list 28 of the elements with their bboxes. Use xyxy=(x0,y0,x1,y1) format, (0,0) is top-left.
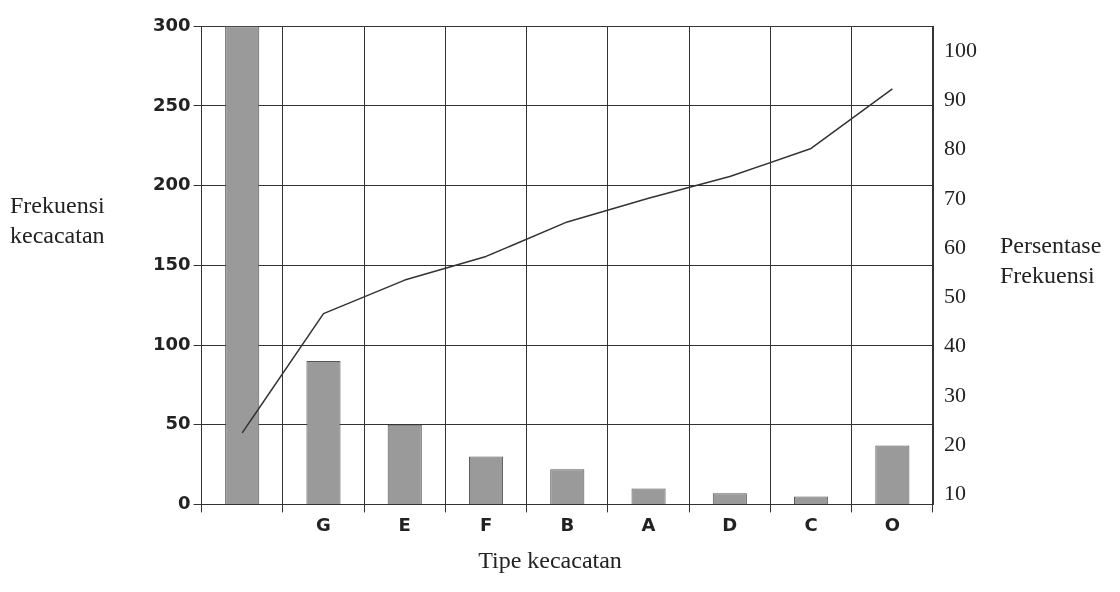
x-tick-label: A xyxy=(641,513,656,535)
y-tick-label: 300 xyxy=(153,13,191,35)
y-tick-label: 100 xyxy=(153,332,191,354)
y2-axis-title: Persentase Frekuensi xyxy=(1000,231,1103,290)
y2-tick-label: 100 xyxy=(944,36,977,62)
y-tick-label: 150 xyxy=(153,252,191,274)
y-tick-label: 200 xyxy=(153,173,191,195)
y2-tick-label: 80 xyxy=(944,135,966,161)
x-tick-label: B xyxy=(560,513,575,535)
y2-tick-label: 70 xyxy=(944,184,966,210)
x-tick-label: C xyxy=(804,513,818,535)
x-tick-label: F xyxy=(479,513,493,535)
y2-tick-label: 20 xyxy=(944,431,966,457)
y2-tick-label: 90 xyxy=(944,85,966,111)
y-tick-label: 0 xyxy=(178,492,191,514)
y-tick-label: 250 xyxy=(153,93,191,115)
y-tick-label: 50 xyxy=(165,412,191,434)
y-axis-title: Frekuensi kecacatan xyxy=(10,191,106,250)
x-tick-label: G xyxy=(316,513,331,535)
y2-tick-label: 10 xyxy=(944,480,966,506)
x-tick-label: O xyxy=(884,513,901,535)
y2-tick-label: 50 xyxy=(944,283,966,309)
x-tick-label: E xyxy=(398,513,411,535)
y2-tick-label: 60 xyxy=(944,233,966,259)
y2-tick-label: 40 xyxy=(944,332,966,358)
x-tick-label: D xyxy=(722,513,738,535)
y2-tick-label: 30 xyxy=(944,381,966,407)
x-axis-title: Tipe kecacatan xyxy=(477,546,623,575)
